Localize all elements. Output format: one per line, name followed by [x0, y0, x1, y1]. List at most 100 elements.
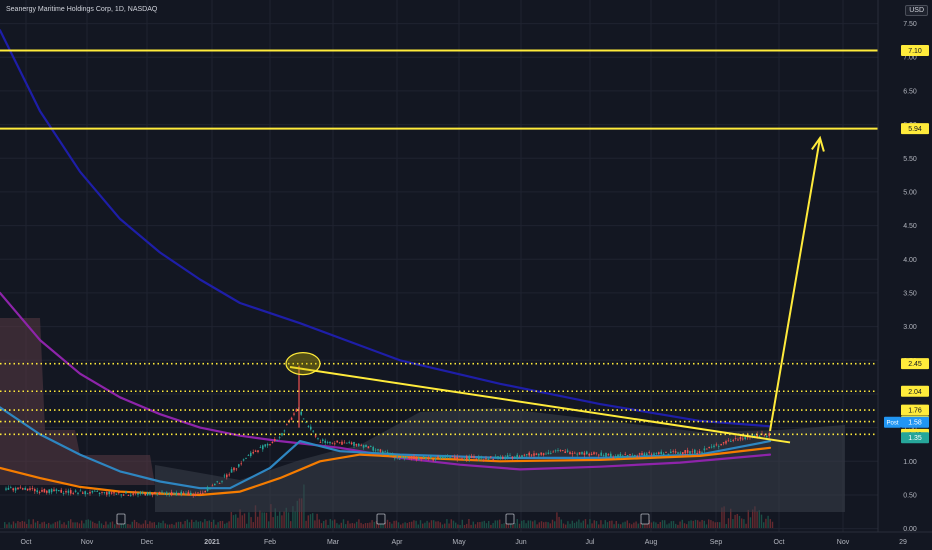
volume-bar: [470, 524, 472, 528]
candle-body: [110, 492, 113, 494]
candle-body: [598, 454, 600, 456]
volume-bar: [382, 523, 384, 528]
candle-body: [698, 451, 701, 454]
volume-bar: [578, 519, 580, 528]
y-tick-label: 3.00: [903, 324, 917, 331]
x-tick-label: Nov: [837, 539, 850, 546]
x-tick-label: Jun: [515, 539, 526, 546]
volume-bar: [294, 511, 296, 528]
volume-bar: [591, 523, 593, 528]
volume-bar: [474, 524, 477, 528]
candle-body: [401, 456, 403, 459]
candle-body: [370, 446, 372, 447]
volume-bar: [670, 521, 672, 528]
volume-bar: [730, 508, 732, 528]
volume-bar: [287, 512, 290, 528]
volume-bar: [26, 523, 28, 528]
volume-bar: [393, 520, 395, 528]
candle-body: [547, 452, 550, 455]
volume-bar: [329, 519, 331, 528]
candle-body: [466, 456, 468, 460]
volume-bar: [732, 519, 734, 528]
level-tag: [901, 404, 929, 416]
price-axis-panel: [878, 0, 932, 532]
candle-body: [144, 493, 146, 496]
candle-body: [458, 456, 461, 458]
candle-body: [343, 442, 346, 444]
volume-bar: [595, 521, 598, 528]
volume-bar: [98, 520, 100, 528]
candle-body: [264, 444, 266, 447]
volume-bar: [63, 522, 65, 528]
candle-body: [74, 490, 77, 492]
y-tick-label: 7.50: [903, 21, 917, 28]
candle-body: [166, 492, 168, 494]
candle-body: [271, 441, 274, 443]
volume-bar: [611, 520, 613, 528]
y-tick-label: 1.00: [903, 459, 917, 466]
volume-bar: [738, 515, 741, 528]
candle-body: [566, 450, 569, 452]
candle-body: [715, 444, 718, 446]
time-axis-panel: [0, 532, 932, 550]
trendline: [289, 366, 791, 444]
volume-bar: [679, 521, 681, 528]
candle-body: [751, 434, 754, 437]
candle-body: [530, 454, 533, 456]
volume-bar: [648, 520, 650, 528]
volume-bar: [10, 524, 12, 528]
candle-body: [163, 492, 166, 494]
candle-body: [199, 493, 202, 495]
candle-body: [648, 452, 650, 454]
candle-body: [629, 454, 631, 456]
candle-body: [526, 454, 528, 456]
candle-body: [206, 487, 209, 491]
volume-bar: [518, 523, 521, 528]
volume-bar: [637, 523, 639, 528]
candle-body: [209, 488, 211, 490]
volume-bar: [210, 521, 213, 528]
volume-bar: [587, 524, 589, 528]
volume-bar: [43, 521, 45, 528]
candle-body: [67, 490, 70, 493]
volume-bar: [441, 524, 444, 528]
candle-body: [634, 454, 636, 456]
candle-body: [475, 458, 478, 460]
volume-bar: [554, 521, 556, 528]
candle-body: [468, 456, 470, 460]
candle-body: [626, 455, 629, 457]
candle-body: [554, 450, 557, 452]
candle-body: [619, 453, 622, 457]
candle-body: [617, 454, 619, 458]
candle-body: [497, 456, 499, 459]
volume-bar: [151, 522, 153, 528]
volume-bar: [70, 519, 72, 528]
candle-body: [605, 452, 607, 457]
volume-bar: [208, 520, 210, 528]
candle-body: [211, 485, 214, 487]
candle-body: [578, 452, 581, 455]
candle-body: [533, 453, 535, 456]
x-tick-label: Apr: [392, 539, 404, 546]
volume-bar: [721, 507, 723, 528]
candle-body: [394, 457, 396, 459]
volume-bar: [705, 524, 708, 528]
candle-body: [257, 450, 259, 453]
volume-bar: [529, 520, 532, 528]
candle-body: [667, 453, 670, 455]
volume-bar: [615, 520, 617, 528]
volume-bar: [571, 520, 573, 528]
volume-bar: [483, 520, 485, 528]
currency-button[interactable]: USD: [905, 5, 928, 16]
volume-bar: [492, 523, 494, 528]
x-tick-label: Jul: [586, 539, 595, 546]
candle-body: [86, 493, 89, 495]
volume-bar: [754, 506, 756, 528]
candle-body: [197, 492, 199, 494]
candle-body: [624, 453, 626, 455]
candle-body: [499, 456, 502, 459]
volume-bar: [411, 521, 413, 528]
candle-body: [602, 455, 605, 456]
volume-bar: [309, 514, 312, 528]
